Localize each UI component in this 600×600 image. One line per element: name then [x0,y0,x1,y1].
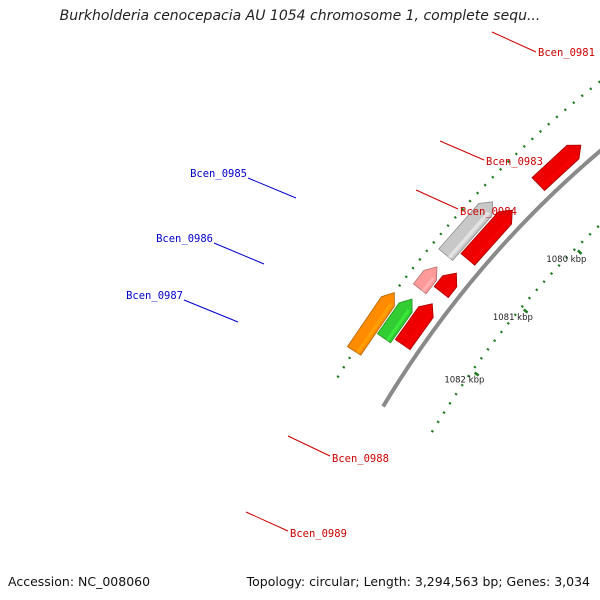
gene-label[interactable]: Bcen_0983 [486,156,543,168]
gene-arrow[interactable] [412,266,438,295]
gene-arrow[interactable] [531,144,582,192]
gene-arrow-highlight [443,283,455,296]
kbp-tick [522,308,529,314]
gene-arrow[interactable] [433,272,458,299]
gene-arrow[interactable] [438,201,494,261]
gene-arrow-body[interactable] [438,201,494,261]
gene-arrow[interactable] [460,209,513,266]
gene-arrow-highlight [386,309,411,342]
accession-label: Accession: NC_008060 [8,574,151,589]
gene-label[interactable]: Bcen_0987 [126,290,183,302]
gene-arrow-body[interactable] [376,298,413,344]
gene-callouts: Bcen_0981 Bcen_0983 Bcen_0984 Bcen_0985 Bcen… [126,31,595,540]
callout-line [247,177,297,199]
gene-arrow-body[interactable] [346,292,395,356]
callout-line [213,242,265,265]
topology-label: Topology: circular; Length: 3,294,563 bp… [246,574,590,589]
gene-arrow-highlight [421,276,435,293]
gene-label[interactable]: Bcen_0988 [332,453,389,465]
gene-arrow-highlight [447,211,490,259]
gene-label[interactable]: Bcen_0985 [190,168,247,180]
callout-line [491,31,537,53]
callout-line [245,511,289,532]
gene-arrow-highlight [404,313,431,349]
callout-line [439,140,485,161]
gene-track [346,144,582,356]
gene-label[interactable]: Bcen_0989 [290,528,347,540]
kbp-label: 1081 kbp [493,313,533,323]
kbp-tick [473,371,480,377]
kbp-tick [577,249,583,255]
gene-label[interactable]: Bcen_0984 [460,206,517,218]
gene-arrow[interactable] [346,292,395,356]
outer-tick-ring [335,80,600,380]
gene-arrow-body[interactable] [531,144,582,192]
gene-arrow-highlight [540,154,578,189]
gene-label[interactable]: Bcen_0981 [538,47,595,59]
gene-arrow[interactable] [376,298,413,344]
gene-arrow-highlight [356,302,393,354]
inner-tick-ring [429,223,600,436]
map-title: Burkholderia cenocepacia AU 1054 chromos… [59,8,541,24]
gene-arrow[interactable] [394,303,434,351]
kbp-scale: 1075 kbp1076 kbp1077 kbp1078 kbp1079 kbp… [444,249,586,386]
callout-line [287,435,331,457]
kbp-label: 1082 kbp [444,376,484,386]
callout-line [183,299,239,323]
callout-line [415,189,459,210]
gene-arrow-body[interactable] [460,209,513,266]
chromosome-backbone [381,148,600,408]
gene-arrow-body[interactable] [412,266,438,295]
kbp-label: 1080 kbp [546,255,586,265]
gene-arrow-body[interactable] [394,303,434,351]
gene-label[interactable]: Bcen_0986 [156,233,213,245]
gene-arrow-highlight [469,219,510,264]
gene-arrow-body[interactable] [433,272,458,299]
